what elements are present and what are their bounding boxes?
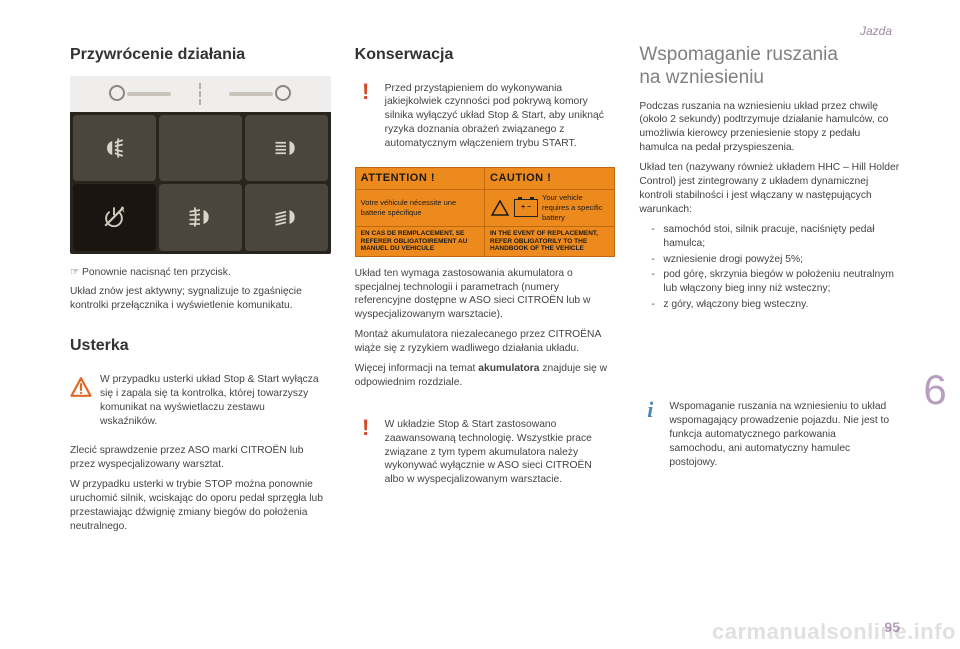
low-beam-icon	[245, 184, 328, 251]
col2-para-3: Więcej informacji na temat akumulatora z…	[355, 362, 616, 390]
list-item: -wzniesienie drogi powyżej 5%;	[651, 253, 900, 267]
list-item: -z góry, włączony bieg wsteczny.	[651, 298, 900, 312]
pointer-icon: ☞	[70, 266, 82, 280]
column-2: Konserwacja ! Przed przystąpieniem do wy…	[355, 44, 616, 619]
label-mid-right-text: Your vehicle requires a specific battery	[542, 193, 609, 223]
label-triangle-icon	[490, 199, 510, 217]
stalk-row	[70, 76, 331, 112]
info-icon: i	[639, 400, 661, 469]
exclamation-icon: !	[355, 82, 377, 151]
col3-para-2: Układ ten (nazywany również układem HHC …	[639, 161, 900, 217]
label-mid-left: Votre véhicule nécessite une batterie sp…	[356, 190, 485, 227]
conditions-list: -samochód stoi, silnik pracuje, naciśnię…	[639, 223, 900, 314]
manual-page: Jazda Przywrócenie działania	[0, 0, 960, 649]
maintenance-warning-text-1: Przed przystąpieniem do wykonywania jaki…	[385, 82, 610, 151]
high-beam-icon	[245, 115, 328, 182]
front-fog-icon	[73, 115, 156, 182]
col1-bullet-text: Ponownie nacisnąć ten przycisk.	[82, 266, 231, 280]
label-bot-left: EN CAS DE REMPLACEMENT, SE REFERER OBLIG…	[356, 227, 485, 255]
col1-para-1: Układ znów jest aktywny; sygnalizuje to …	[70, 285, 331, 313]
col3-heading: Wspomaganie ruszaniana wzniesieniu	[639, 44, 900, 90]
exclamation-icon: !	[355, 418, 377, 487]
col2-heading-1: Konserwacja	[355, 44, 616, 66]
fault-warning-text: W przypadku usterki układ Stop & Start w…	[100, 373, 325, 429]
info-callout: i Wspomaganie ruszania na wzniesieniu to…	[639, 394, 900, 475]
col1-bullet: ☞ Ponownie nacisnąć ten przycisk.	[70, 266, 331, 280]
info-text: Wspomaganie ruszania na wzniesieniu to u…	[669, 400, 894, 469]
label-head-right: CAUTION !	[485, 168, 614, 190]
maintenance-warning-callout-1: ! Przed przystąpieniem do wykonywania ja…	[355, 76, 616, 157]
list-item: -samochód stoi, silnik pracuje, naciśnię…	[651, 223, 900, 251]
dashboard-buttons: A	[70, 112, 331, 254]
blank-button-1	[159, 115, 242, 182]
dashboard-illustration: A	[70, 76, 331, 254]
warning-triangle-icon	[70, 373, 92, 429]
left-stalk-icon	[109, 84, 179, 104]
maintenance-warning-text-2: W układzie Stop & Start zastosowano zaaw…	[385, 418, 610, 487]
right-stalk-icon	[221, 84, 291, 104]
stalk-divider	[199, 83, 201, 105]
label-mid-right: + − Your vehicle requires a specific bat…	[485, 190, 614, 227]
col2-para-1: Układ ten wymaga zastosowania akumulator…	[355, 267, 616, 323]
label-bot-right: IN THE EVENT OF REPLACEMENT, REFER OBLIG…	[485, 227, 614, 255]
page-columns: Przywrócenie działania	[70, 44, 900, 619]
column-1: Przywrócenie działania	[70, 44, 331, 619]
section-header: Jazda	[70, 24, 900, 38]
chapter-tab: 6	[910, 360, 960, 420]
col1-heading-1: Przywrócenie działania	[70, 44, 331, 66]
label-head-left: ATTENTION !	[356, 168, 485, 190]
column-3: Wspomaganie ruszaniana wzniesieniu Podcz…	[639, 44, 900, 619]
maintenance-warning-callout-2: ! W układzie Stop & Start zastosowano za…	[355, 412, 616, 493]
battery-warning-label: ATTENTION ! CAUTION ! Votre véhicule néc…	[355, 167, 616, 257]
col1-para-2b: W przypadku usterki w trybie STOP można …	[70, 478, 331, 534]
rear-fog-icon	[159, 184, 242, 251]
list-item: -pod górę, skrzynia biegów w położeniu n…	[651, 268, 900, 296]
fault-warning-callout: W przypadku usterki układ Stop & Start w…	[70, 367, 331, 435]
col1-heading-2: Usterka	[70, 335, 331, 357]
col1-para-2a: Zlecić sprawdzenie przez ASO marki CITRO…	[70, 444, 331, 472]
col3-para-1: Podczas ruszania na wzniesieniu układ pr…	[639, 100, 900, 156]
col2-para-2: Montaż akumulatora niezalecanego przez C…	[355, 328, 616, 356]
stop-start-icon: A	[73, 184, 156, 251]
battery-icon: + −	[514, 199, 538, 217]
watermark: carmanualsonline.info	[712, 619, 956, 645]
